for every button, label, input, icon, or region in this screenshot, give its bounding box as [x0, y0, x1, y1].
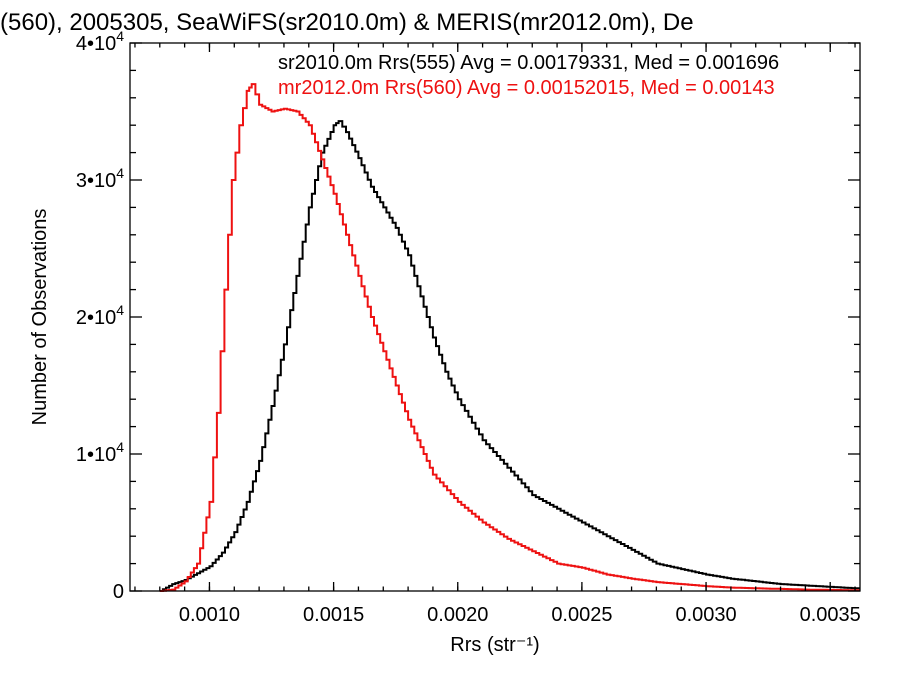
- stat-line-2: mr2012.0m Rrs(560) Avg = 0.00152015, Med…: [278, 77, 775, 99]
- series-1-line: [159, 120, 860, 592]
- x-tick-label: 0.0015: [303, 604, 364, 626]
- y-tick-label: 0: [113, 581, 124, 603]
- y-tick-label: 4•104: [76, 28, 124, 55]
- x-axis-label: Rrs (str⁻¹): [450, 634, 539, 656]
- series-2-line: [159, 83, 860, 592]
- stat-line-1: sr2010.0m Rrs(555) Avg = 0.00179331, Med…: [278, 52, 779, 74]
- x-tick-label: 0.0010: [179, 604, 240, 626]
- y-tick-label: 3•104: [76, 165, 124, 192]
- series-layer: [159, 83, 860, 592]
- x-tick-label: 0.0020: [427, 604, 488, 626]
- y-axis: 0 1•104 2•104 3•104 4•104: [76, 28, 860, 603]
- x-tick-label: 0.0025: [551, 604, 612, 626]
- y-tick-label: 1•104: [76, 439, 124, 466]
- x-axis: 0.0010 0.0015 0.0020 0.0025 0.0030 0.0035: [134, 43, 861, 626]
- x-tick-label: 0.0035: [800, 604, 861, 626]
- y-tick-label: 2•104: [76, 302, 124, 329]
- x-tick-label: 0.0030: [675, 604, 736, 626]
- y-axis-label: Number of Observations: [29, 209, 51, 426]
- chart-title: (560), 2005305, SeaWiFS(sr2010.0m) & MER…: [0, 9, 694, 36]
